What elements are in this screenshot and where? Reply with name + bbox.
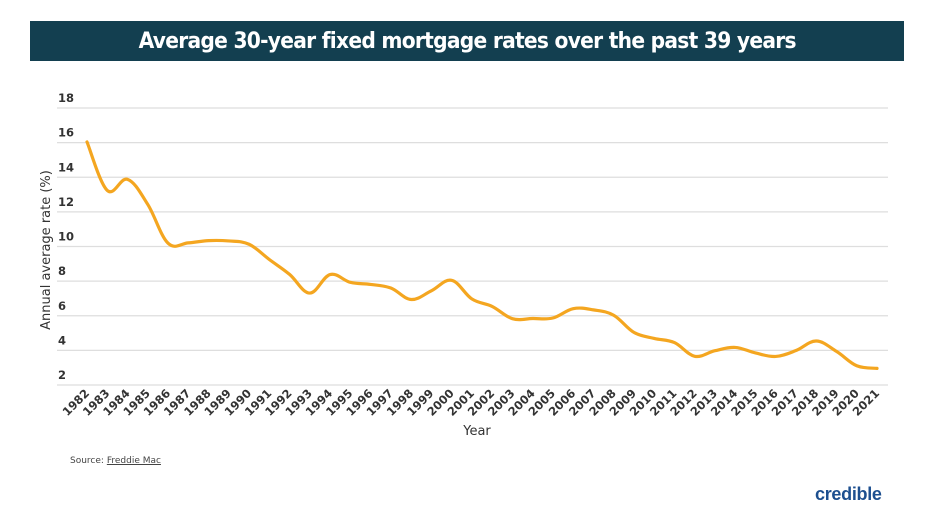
- y-tick-label: 4: [58, 333, 66, 347]
- y-tick-label: 6: [58, 299, 66, 313]
- y-axis-label: Annual average rate (%): [39, 170, 54, 330]
- x-tick-labels: 1982198319841985198619871988198919901991…: [60, 386, 883, 419]
- y-tick-label: 18: [58, 91, 74, 105]
- y-tick-label: 14: [58, 160, 74, 174]
- series-line: [85, 140, 879, 370]
- data-points: [86, 141, 878, 369]
- y-tick-label: 10: [58, 230, 74, 244]
- y-tick-label: 2: [58, 368, 66, 382]
- y-tick-label: 16: [58, 126, 74, 140]
- source-label: Source:: [70, 456, 104, 466]
- credible-logo: credible: [815, 484, 882, 504]
- y-tick-labels: 2 4 6 8 10 12 14 16 18: [58, 91, 74, 382]
- y-tick-label: 8: [58, 264, 66, 278]
- y-tick-label: 12: [58, 195, 74, 209]
- source-note: Source: Freddie Mac: [70, 456, 161, 466]
- chart-title: Average 30-year fixed mortgage rates ove…: [138, 28, 796, 54]
- gridlines: [57, 107, 888, 386]
- title-bar: Average 30-year fixed mortgage rates ove…: [30, 21, 904, 61]
- source-link[interactable]: Freddie Mac: [106, 456, 161, 466]
- x-axis-label: Year: [462, 424, 491, 439]
